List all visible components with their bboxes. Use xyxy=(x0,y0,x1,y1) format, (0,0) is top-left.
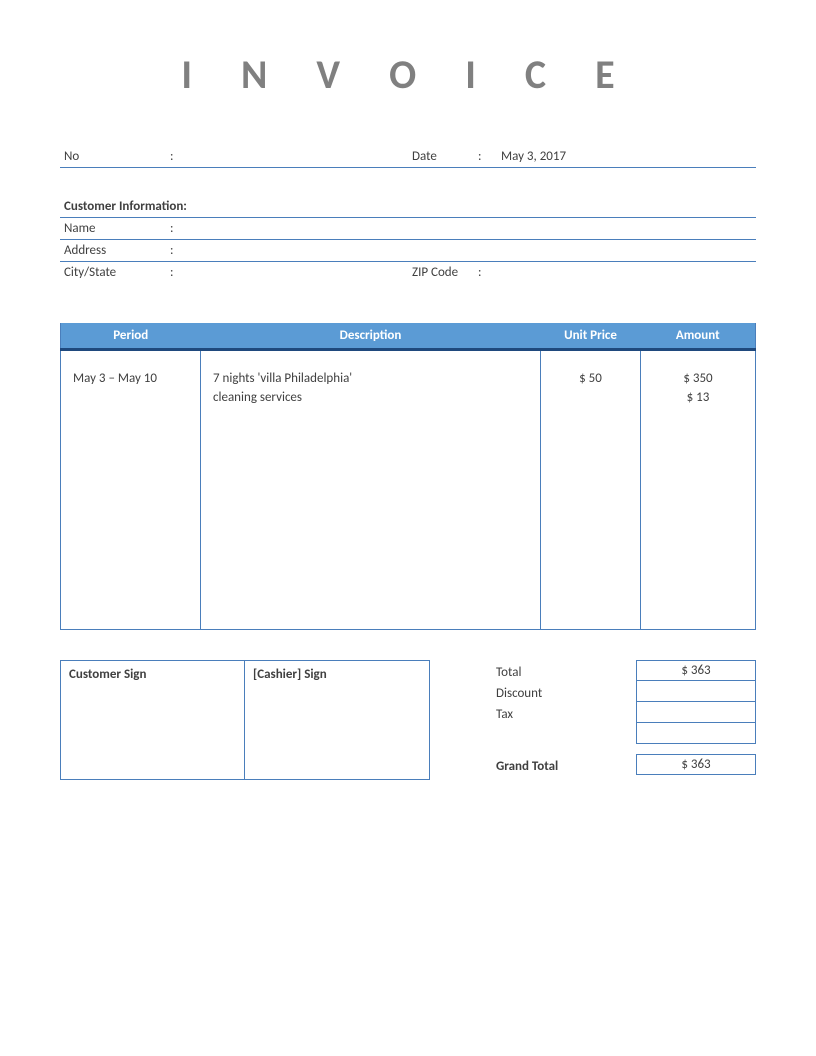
total-value: $ 363 xyxy=(636,660,756,681)
table-header-row: Period Description Unit Price Amount xyxy=(61,323,756,350)
totals-block: Total Discount Tax Grand Total $ 363 $ 3… xyxy=(496,660,756,780)
customer-city-row: City/State : ZIP Code : xyxy=(60,262,756,283)
total-label: Total xyxy=(496,662,636,683)
cell-description: 7 nights 'villa Philadelphia' cleaning s… xyxy=(201,350,541,630)
tax-value xyxy=(636,702,756,723)
desc-0: 7 nights 'villa Philadelphia' xyxy=(213,371,528,386)
customer-info-header: Customer Information: xyxy=(60,196,756,218)
zip-value xyxy=(493,265,501,280)
amount-0: $ 350 xyxy=(653,371,743,386)
customer-sign-box: Customer Sign xyxy=(60,660,245,780)
blank-value xyxy=(636,723,756,744)
discount-value xyxy=(636,681,756,702)
desc-1: cleaning services xyxy=(213,390,528,405)
city-value xyxy=(185,265,193,280)
name-label: Name xyxy=(60,221,170,236)
discount-label: Discount xyxy=(496,683,636,704)
th-unit-price: Unit Price xyxy=(541,323,641,350)
city-label: City/State xyxy=(60,265,170,280)
address-value xyxy=(185,243,193,258)
grand-total-value: $ 363 xyxy=(636,754,756,775)
cell-period: May 3 – May 10 xyxy=(61,350,201,630)
colon: : xyxy=(170,221,185,236)
cell-amount: $ 350 $ 13 xyxy=(641,350,756,630)
footer-row: Customer Sign [Cashier] Sign Total Disco… xyxy=(60,660,756,780)
zip-label: ZIP Code xyxy=(408,265,478,280)
invoice-title: I N V O I C E xyxy=(60,50,756,99)
colon: : xyxy=(170,243,185,258)
th-description: Description xyxy=(201,323,541,350)
date-value: May 3, 2017 xyxy=(493,149,566,164)
no-value xyxy=(185,149,193,164)
period-0: May 3 – May 10 xyxy=(73,371,188,386)
colon: : xyxy=(478,265,493,280)
amount-1: $ 13 xyxy=(653,390,743,405)
customer-name-row: Name : xyxy=(60,218,756,240)
tax-label: Tax xyxy=(496,704,636,725)
date-label: Date xyxy=(408,149,478,164)
meta-row: No : Date : May 3, 2017 xyxy=(60,149,756,168)
cell-unit-price: $ 50 xyxy=(541,350,641,630)
name-value xyxy=(185,221,193,236)
table-body-row: May 3 – May 10 7 nights 'villa Philadelp… xyxy=(61,350,756,630)
price-0: $ 50 xyxy=(553,371,628,386)
blank-label xyxy=(496,725,636,746)
colon: : xyxy=(170,265,185,280)
cashier-sign-box: [Cashier] Sign xyxy=(245,660,430,780)
no-label: No xyxy=(60,149,170,164)
th-amount: Amount xyxy=(641,323,756,350)
th-period: Period xyxy=(61,323,201,350)
customer-address-row: Address : xyxy=(60,240,756,262)
colon: : xyxy=(170,149,185,164)
address-label: Address xyxy=(60,243,170,258)
colon: : xyxy=(478,149,493,164)
grand-total-label: Grand Total xyxy=(496,756,636,777)
items-table: Period Description Unit Price Amount May… xyxy=(60,323,756,630)
